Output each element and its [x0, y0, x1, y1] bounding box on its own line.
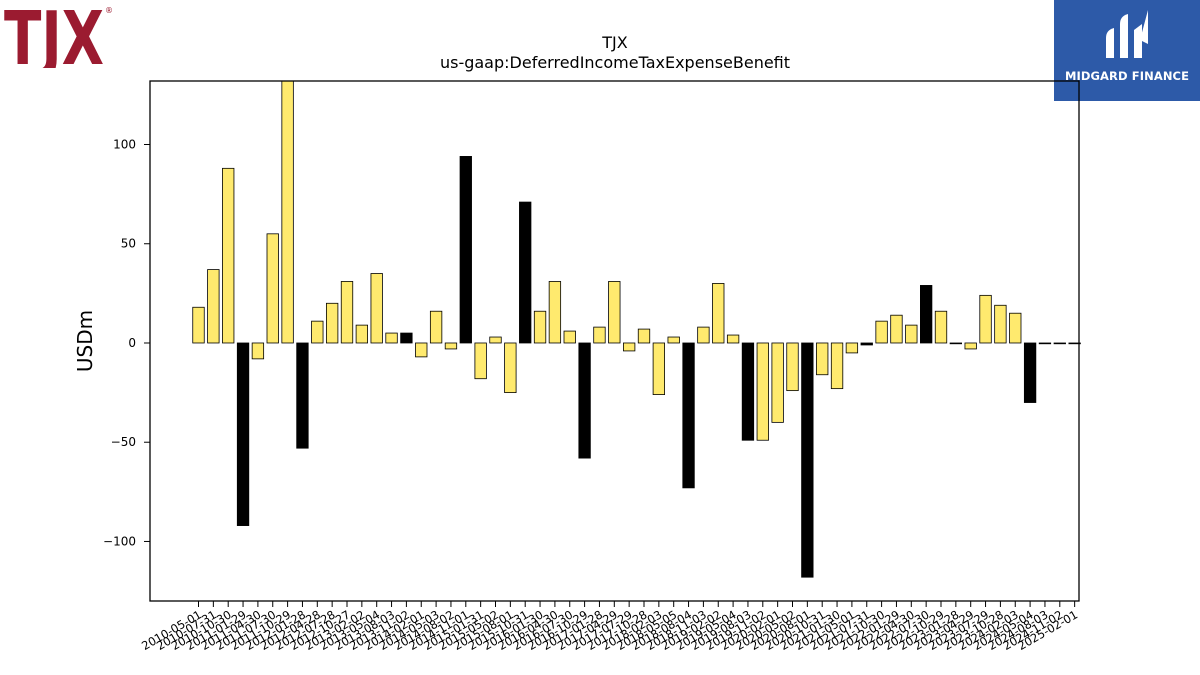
- bar-2016-10-29: [578, 342, 591, 459]
- bar-2021-07-31: [860, 342, 873, 346]
- bar-2011-10-29: [281, 80, 294, 344]
- bar-2012-07-28: [325, 302, 339, 344]
- bar-2011-07-30: [266, 233, 279, 344]
- bar-2016-01-30: [533, 310, 547, 344]
- bar-2023-10-28: [994, 304, 1007, 344]
- midgard-finance-wordmark: MIDGARD FINANCE: [1064, 69, 1190, 83]
- bar-2024-08-03: [1038, 342, 1052, 345]
- bar-2020-08-01: [801, 342, 814, 578]
- bar-2019-02-02: [712, 283, 725, 344]
- bar-2012-04-28: [311, 320, 324, 344]
- bar-2013-02-02: [355, 324, 369, 344]
- bar-2017-04-29: [608, 281, 621, 344]
- bar-2011-01-29: [236, 342, 250, 526]
- y-tick-label--100: −100: [103, 534, 136, 548]
- y-tick-label--50: −50: [111, 435, 136, 449]
- bar-2023-01-28: [949, 342, 962, 345]
- bar-2018-08-04: [682, 342, 695, 489]
- bars-group: [192, 80, 1081, 578]
- bar-2014-02-01: [415, 342, 428, 358]
- bar-2015-08-01: [504, 342, 517, 394]
- bar-2018-05-05: [667, 336, 680, 344]
- bar-2020-10-31: [816, 342, 829, 376]
- chart-title: TJX: [601, 33, 627, 52]
- bar-2010-10-30: [222, 167, 235, 344]
- bar-2014-11-01: [459, 156, 472, 344]
- bar-2010-05-01: [192, 306, 205, 344]
- bar-2015-05-02: [489, 336, 502, 344]
- bar-2019-11-02: [756, 342, 769, 441]
- plot-frame: [149, 80, 1080, 602]
- bar-2019-08-03: [741, 342, 755, 441]
- bar-2023-07-29: [979, 294, 992, 344]
- bar-2018-11-03: [697, 326, 710, 344]
- y-tick-label-0: 0: [128, 336, 136, 350]
- y-axis-label: USDm: [73, 310, 97, 372]
- bar-2022-10-29: [934, 310, 948, 344]
- bar-2015-01-31: [474, 342, 487, 380]
- bar-2016-04-30: [548, 281, 562, 344]
- midgard-finance-logo: MIDGARD FINANCE: [1054, 0, 1200, 101]
- x-axis-ticks: 2010-05-012010-07-312010-10-302011-01-29…: [139, 601, 1080, 653]
- bar-2024-11-02: [1053, 342, 1066, 345]
- bar-2012-01-28: [296, 342, 309, 449]
- bar-2017-01-28: [593, 326, 606, 344]
- bar-2013-05-04: [370, 273, 383, 344]
- bar-2017-10-28: [637, 328, 651, 344]
- bar-2020-02-01: [771, 342, 784, 423]
- bar-2020-05-02: [786, 342, 799, 392]
- bar-2013-11-02: [400, 332, 413, 344]
- bar-2014-05-03: [429, 310, 443, 344]
- y-tick-label-50: 50: [121, 237, 136, 251]
- chart-subtitle: us-gaap:DeferredIncomeTaxExpenseBenefit: [440, 53, 790, 72]
- y-axis-ticks: −100 −50 0 50 100: [103, 138, 150, 548]
- bar-2016-07-30: [563, 330, 576, 344]
- bar-2010-07-31: [207, 269, 220, 344]
- bar-2022-01-29: [890, 314, 903, 344]
- bar-2024-02-03: [1009, 312, 1022, 344]
- bar-2025-02-01: [1068, 342, 1081, 345]
- bar-2013-08-03: [385, 332, 398, 344]
- bar-2018-02-03: [652, 342, 665, 395]
- bar-2014-08-02: [444, 342, 458, 350]
- bar-2011-04-30: [251, 342, 265, 360]
- bar-2015-10-31: [519, 201, 532, 344]
- bar-2017-07-29: [623, 342, 636, 352]
- bar-2012-10-27: [340, 281, 354, 344]
- y-tick-label-100: 100: [113, 138, 136, 152]
- bar-2021-05-01: [845, 342, 859, 354]
- tjx-logo-mark: ®: [105, 6, 113, 15]
- bar-2022-04-30: [905, 324, 918, 344]
- bar-2021-10-30: [875, 320, 888, 344]
- bar-2019-05-04: [726, 334, 740, 344]
- bar-2021-01-30: [830, 342, 844, 390]
- bar-2022-07-30: [920, 285, 933, 344]
- bar-2024-05-04: [1023, 342, 1037, 403]
- bar-2023-04-29: [964, 342, 977, 350]
